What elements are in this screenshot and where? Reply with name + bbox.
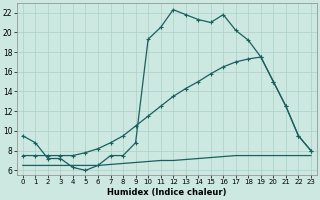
X-axis label: Humidex (Indice chaleur): Humidex (Indice chaleur)	[107, 188, 227, 197]
